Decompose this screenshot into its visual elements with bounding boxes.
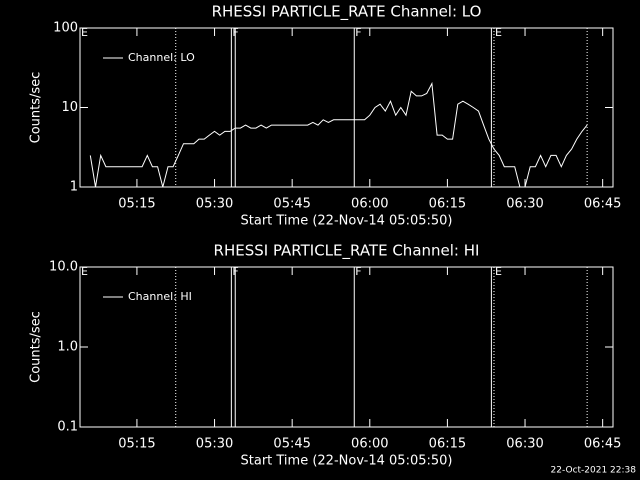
x-tick-label: 06:30	[506, 437, 543, 452]
event-label: F	[232, 26, 238, 39]
y-tick-label: 1.0	[57, 340, 78, 355]
y-axis-label: Counts/sec	[29, 311, 44, 383]
data-line	[89, 81, 588, 188]
x-tick-label: 06:00	[351, 197, 388, 212]
y-tick-label: 0.1	[57, 420, 78, 435]
y-tick-label: 10	[61, 100, 78, 115]
chart-title: RHESSI PARTICLE_RATE Channel: LO	[212, 3, 482, 22]
y-tick-label: 10.0	[49, 260, 78, 275]
event-label: E	[81, 26, 88, 39]
y-tick-label: 100	[53, 21, 78, 36]
x-tick-label: 06:45	[584, 197, 621, 212]
event-label: F	[232, 265, 238, 278]
x-tick-label: 05:15	[118, 197, 155, 212]
x-tick-label: 06:30	[506, 197, 543, 212]
x-tick-label: 06:00	[351, 437, 388, 452]
chart-title: RHESSI PARTICLE_RATE Channel: HI	[214, 242, 480, 261]
x-tick-label: 06:15	[429, 197, 466, 212]
x-tick-label: 05:30	[196, 197, 233, 212]
event-label: E	[495, 265, 502, 278]
legend-label: Channel: HI	[128, 290, 192, 303]
x-tick-label: 06:45	[584, 437, 621, 452]
y-axis-label: Counts/sec	[29, 72, 44, 144]
x-tick-label: 05:45	[273, 437, 310, 452]
legend-label: Channel: LO	[128, 51, 195, 64]
footer: 22-Oct-2021 22:38	[551, 466, 637, 476]
x-tick-label: 05:15	[118, 437, 155, 452]
x-axis-label: Start Time (22-Nov-14 05:05:50)	[241, 214, 453, 229]
event-label: E	[495, 26, 502, 39]
x-tick-label: 05:45	[273, 197, 310, 212]
event-label: F	[355, 265, 361, 278]
event-label: F	[355, 26, 361, 39]
x-tick-label: 06:15	[429, 437, 466, 452]
event-label: E	[81, 265, 88, 278]
y-tick-label: 1	[70, 180, 78, 195]
x-tick-label: 05:30	[196, 437, 233, 452]
x-axis-label: Start Time (22-Nov-14 05:05:50)	[241, 454, 453, 469]
